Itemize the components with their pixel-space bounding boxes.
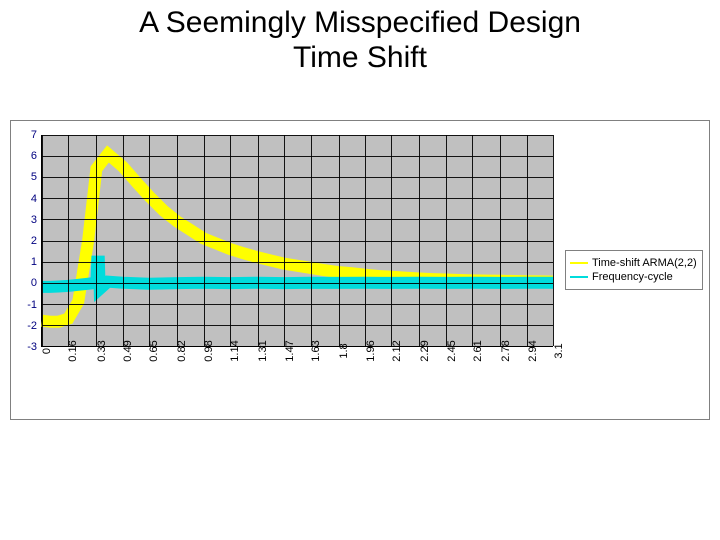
x-tick-label: 2.61 [472, 340, 484, 361]
chart-container: -3-2-101234567 00.160.330.490.650.820.98… [10, 120, 710, 420]
legend-swatch [570, 262, 588, 264]
gridline-v [527, 135, 528, 346]
gridline-v [284, 135, 285, 346]
gridline-v [391, 135, 392, 346]
y-tick-label: 7 [31, 129, 37, 141]
gridline-v [177, 135, 178, 346]
y-tick-label: 4 [31, 193, 37, 205]
gridline-v [123, 135, 124, 346]
gridline-h [42, 177, 553, 178]
y-tick-label: 0 [31, 277, 37, 289]
x-tick-label: 0.49 [122, 340, 134, 361]
legend-item: Frequency-cycle [570, 271, 698, 283]
y-tick-label: 3 [31, 214, 37, 226]
x-tick-label: 1.96 [365, 340, 377, 361]
x-axis: 00.160.330.490.650.820.981.141.311.471.6… [41, 347, 553, 407]
gridline-v [419, 135, 420, 346]
y-tick-label: -3 [27, 341, 37, 353]
gridline-v [42, 135, 43, 346]
gridline-h [42, 241, 553, 242]
gridline-v [472, 135, 473, 346]
gridline-v [500, 135, 501, 346]
gridline-v [68, 135, 69, 346]
x-tick-label: 1.63 [310, 340, 322, 361]
chart-plot-region: -3-2-101234567 00.160.330.490.650.820.98… [11, 121, 559, 419]
x-tick-label: 0.98 [203, 340, 215, 361]
gridline-v [365, 135, 366, 346]
x-tick-label: 0.82 [176, 340, 188, 361]
x-tick-label: 0.65 [148, 340, 160, 361]
gridline-v [96, 135, 97, 346]
x-tick-label: 0 [41, 348, 53, 354]
legend-box: Time-shift ARMA(2,2) Frequency-cycle [565, 250, 703, 290]
plot-area [41, 135, 553, 347]
y-axis: -3-2-101234567 [17, 135, 41, 347]
legend: Time-shift ARMA(2,2) Frequency-cycle [559, 242, 709, 298]
x-tick-label: 1.31 [257, 340, 269, 361]
gridline-v [230, 135, 231, 346]
x-tick-label: 2.29 [419, 340, 431, 361]
gridline-h [42, 262, 553, 263]
x-tick-label: 2.78 [500, 340, 512, 361]
gridline-h [42, 304, 553, 305]
gridline-v [339, 135, 340, 346]
gridline-h [42, 135, 553, 136]
gridline-h [42, 198, 553, 199]
gridline-h [42, 283, 553, 284]
legend-label: Time-shift ARMA(2,2) [592, 257, 697, 269]
slide-title: A Seemingly Misspecified Design Time Shi… [0, 6, 720, 75]
y-tick-label: 1 [31, 256, 37, 268]
gridline-v [553, 135, 554, 346]
gridline-h [42, 325, 553, 326]
x-tick-label: 0.16 [67, 340, 79, 361]
x-tick-label: 1.8 [338, 343, 350, 358]
x-tick-label: 0.33 [96, 340, 108, 361]
gridline-v [258, 135, 259, 346]
series-line [42, 154, 553, 322]
x-tick-label: 1.47 [284, 340, 296, 361]
gridline-v [204, 135, 205, 346]
y-tick-label: -2 [27, 320, 37, 332]
x-tick-label: 2.45 [446, 340, 458, 361]
y-tick-label: 6 [31, 150, 37, 162]
y-tick-label: 2 [31, 235, 37, 247]
gridline-v [311, 135, 312, 346]
x-tick-label: 3.1 [553, 343, 565, 358]
x-tick-label: 2.12 [391, 340, 403, 361]
legend-label: Frequency-cycle [592, 271, 673, 283]
gridline-v [446, 135, 447, 346]
gridline-h [42, 156, 553, 157]
x-tick-label: 1.14 [229, 340, 241, 361]
x-tick-label: 2.94 [527, 340, 539, 361]
gridline-h [42, 219, 553, 220]
y-tick-label: 5 [31, 171, 37, 183]
legend-item: Time-shift ARMA(2,2) [570, 257, 698, 269]
legend-swatch [570, 276, 588, 278]
gridline-v [149, 135, 150, 346]
y-tick-label: -1 [27, 299, 37, 311]
